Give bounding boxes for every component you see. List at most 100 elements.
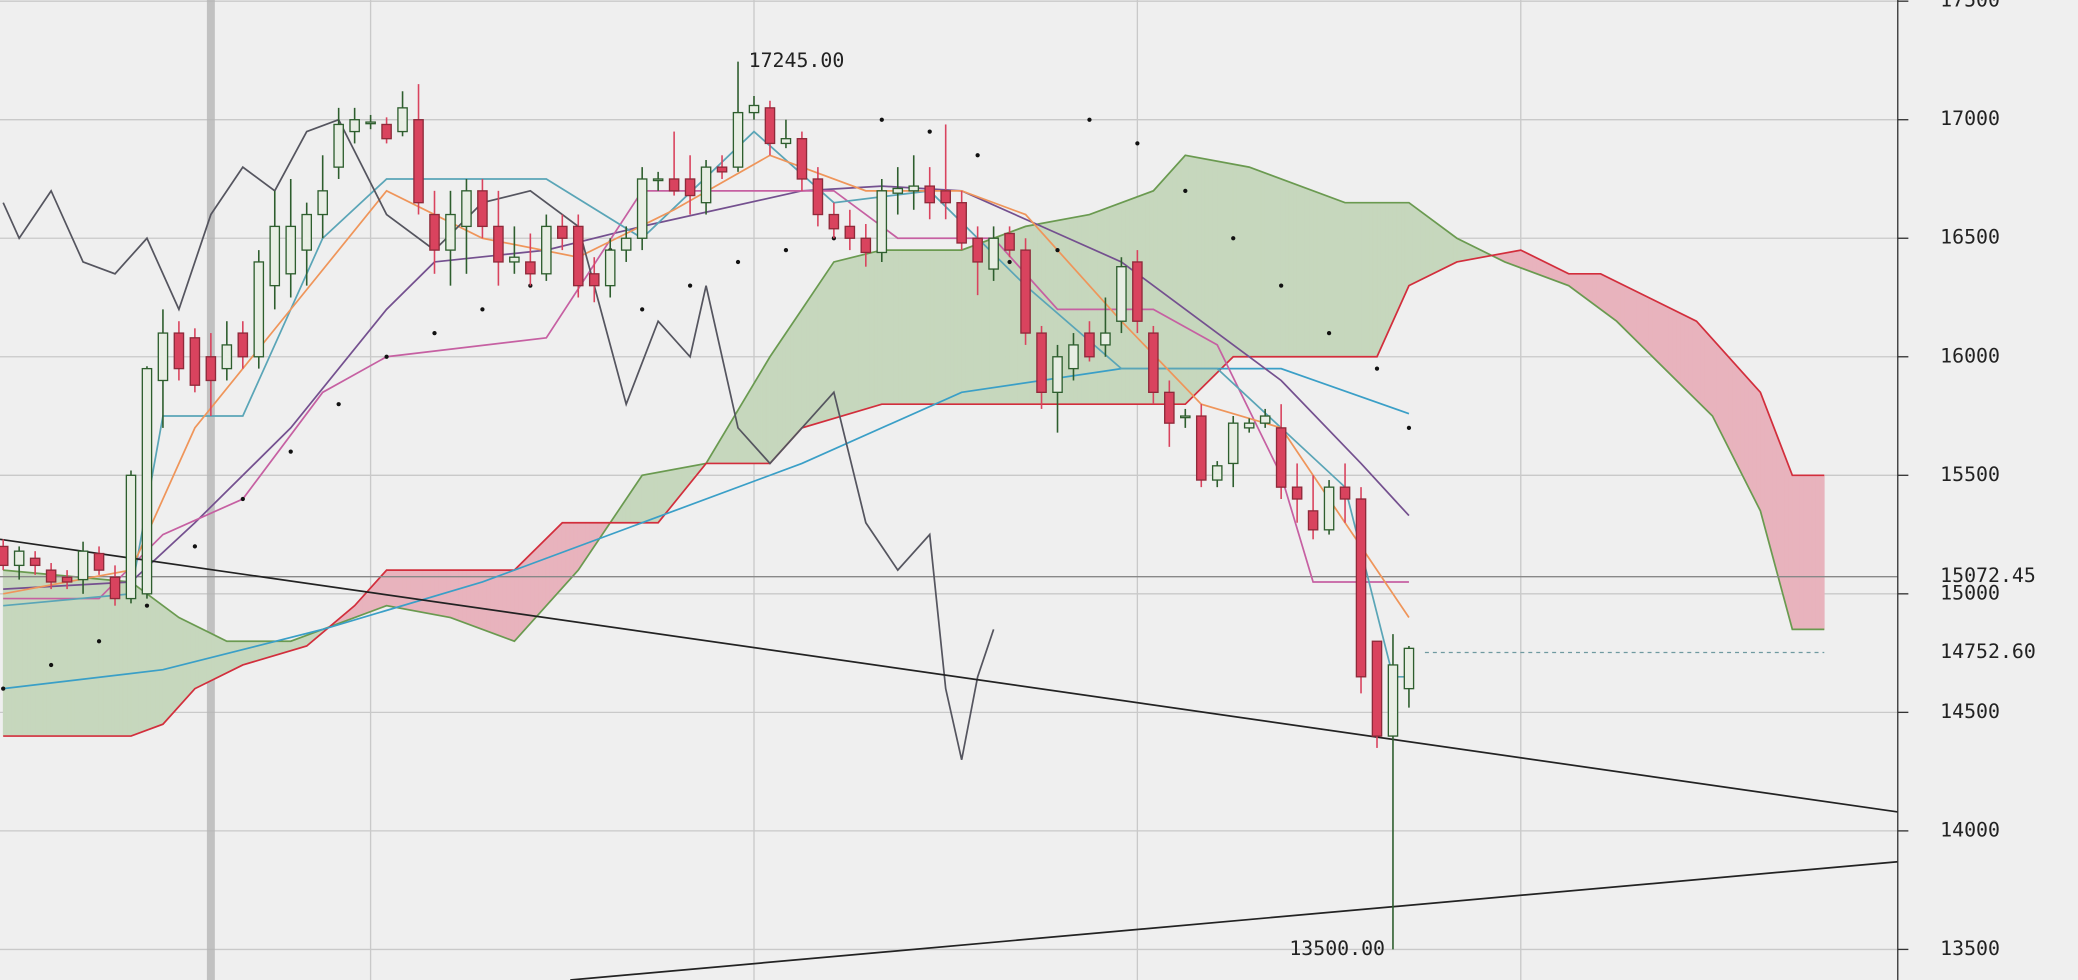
cloud-segment	[1224, 162, 1230, 366]
candle-body	[572, 225, 584, 287]
cloud-segment	[1632, 289, 1637, 342]
cloud-segment	[1795, 474, 1801, 630]
cloud-segment	[162, 605, 168, 726]
cloud-segment	[1260, 171, 1266, 358]
cloud-segment	[2, 569, 8, 737]
cloud-segment	[474, 569, 479, 629]
cloud-segment	[901, 249, 907, 405]
candle-body	[1148, 332, 1159, 393]
cloud-segment	[1188, 155, 1194, 402]
cloud-segment	[773, 343, 779, 460]
sar-dot	[96, 639, 102, 644]
cloud-segment	[669, 468, 675, 509]
cloud-segment	[1708, 333, 1713, 417]
candle-body	[221, 344, 233, 370]
sar-dot	[480, 307, 485, 312]
y-tick-label: 16000	[1940, 344, 2000, 367]
cloud-segment	[661, 470, 667, 519]
cloud-segment	[1428, 216, 1434, 277]
cloud-segment	[549, 529, 555, 603]
cloud-segment	[534, 545, 539, 620]
candle-body	[109, 576, 121, 600]
cloud-segment	[1448, 231, 1454, 267]
candle-body	[13, 550, 25, 567]
cloud-segment	[761, 362, 767, 464]
candle-body	[445, 213, 456, 251]
cloud-segment	[1512, 250, 1518, 267]
cloud-segment	[789, 320, 795, 443]
cloud-segment	[545, 533, 551, 607]
cloud-segment	[1204, 158, 1210, 386]
cloud-segment	[905, 249, 911, 405]
sar-dot	[1007, 259, 1012, 265]
candle-body	[908, 185, 920, 192]
candle-body	[317, 190, 328, 216]
cloud-segment	[645, 473, 651, 524]
candle-body	[413, 119, 424, 204]
cloud-segment	[1352, 202, 1358, 358]
cloud-segment	[1628, 287, 1633, 338]
candle-body	[1275, 427, 1287, 488]
cloud-segment	[1612, 279, 1617, 322]
cloud-segment	[637, 474, 643, 524]
cloud-segment	[386, 569, 391, 607]
cloud-segment	[242, 640, 248, 666]
cloud-segment	[1300, 185, 1306, 358]
cloud-segment	[78, 576, 84, 737]
cloud-segment	[134, 584, 140, 736]
price-line-label: 15072.45	[1940, 564, 2036, 587]
cloud-segment	[158, 602, 164, 727]
y-tick-label: 13500	[1940, 937, 2000, 960]
cloud-segment	[1520, 249, 1526, 270]
candle-body	[956, 202, 967, 244]
candle-body	[588, 273, 600, 287]
cloud-segment	[1692, 318, 1697, 402]
cloud-segment	[873, 250, 879, 407]
cloud-segment	[170, 610, 176, 717]
cloud-segment	[1208, 159, 1214, 382]
crosshair-band	[206, 0, 215, 980]
cloud-segment	[1408, 202, 1414, 287]
cloud-segment	[565, 522, 571, 585]
cloud-segment	[1280, 178, 1286, 358]
sar-dot	[1406, 425, 1412, 431]
cloud-segment	[454, 569, 459, 621]
cloud-segment	[254, 640, 260, 662]
cloud-segment	[190, 622, 196, 694]
y-tick-label: 14500	[1940, 700, 2000, 723]
cloud-segment	[885, 249, 891, 405]
cloud-segment	[1624, 285, 1629, 334]
sar-dot	[640, 307, 645, 312]
cloud-segment	[877, 249, 883, 406]
cloud-segment	[765, 355, 771, 464]
cloud-segment	[1288, 181, 1294, 358]
cloud-segment	[450, 569, 455, 620]
y-tick-label: 16500	[1940, 226, 2000, 249]
candle-body	[1036, 332, 1047, 393]
cloud-segment	[861, 253, 867, 411]
candle-body	[45, 569, 57, 583]
cloud-segment	[1648, 296, 1653, 358]
candle-body	[620, 237, 632, 251]
cloud-segment	[90, 577, 96, 737]
cloud-segment	[1716, 342, 1721, 432]
cloud-segment	[801, 302, 807, 429]
cloud-segment	[557, 521, 563, 594]
candle-body	[780, 138, 792, 145]
cloud-segment	[1244, 165, 1250, 358]
cloud-segment	[1656, 300, 1661, 366]
candle-body	[93, 552, 105, 571]
cloud-segment	[270, 640, 276, 658]
cloud-segment	[793, 314, 799, 438]
cloud-segment	[1740, 369, 1745, 480]
sar-dot	[1183, 188, 1188, 193]
cloud-segment	[981, 240, 986, 405]
sar-dot	[336, 402, 341, 407]
sar-dot	[1087, 117, 1092, 122]
cloud-segment	[797, 308, 803, 434]
cloud-segment	[1444, 228, 1450, 269]
cloud-segment	[1760, 392, 1765, 526]
cloud-segment	[1768, 412, 1773, 556]
trend-line	[0, 538, 1898, 813]
cloud-segment	[1819, 474, 1825, 630]
